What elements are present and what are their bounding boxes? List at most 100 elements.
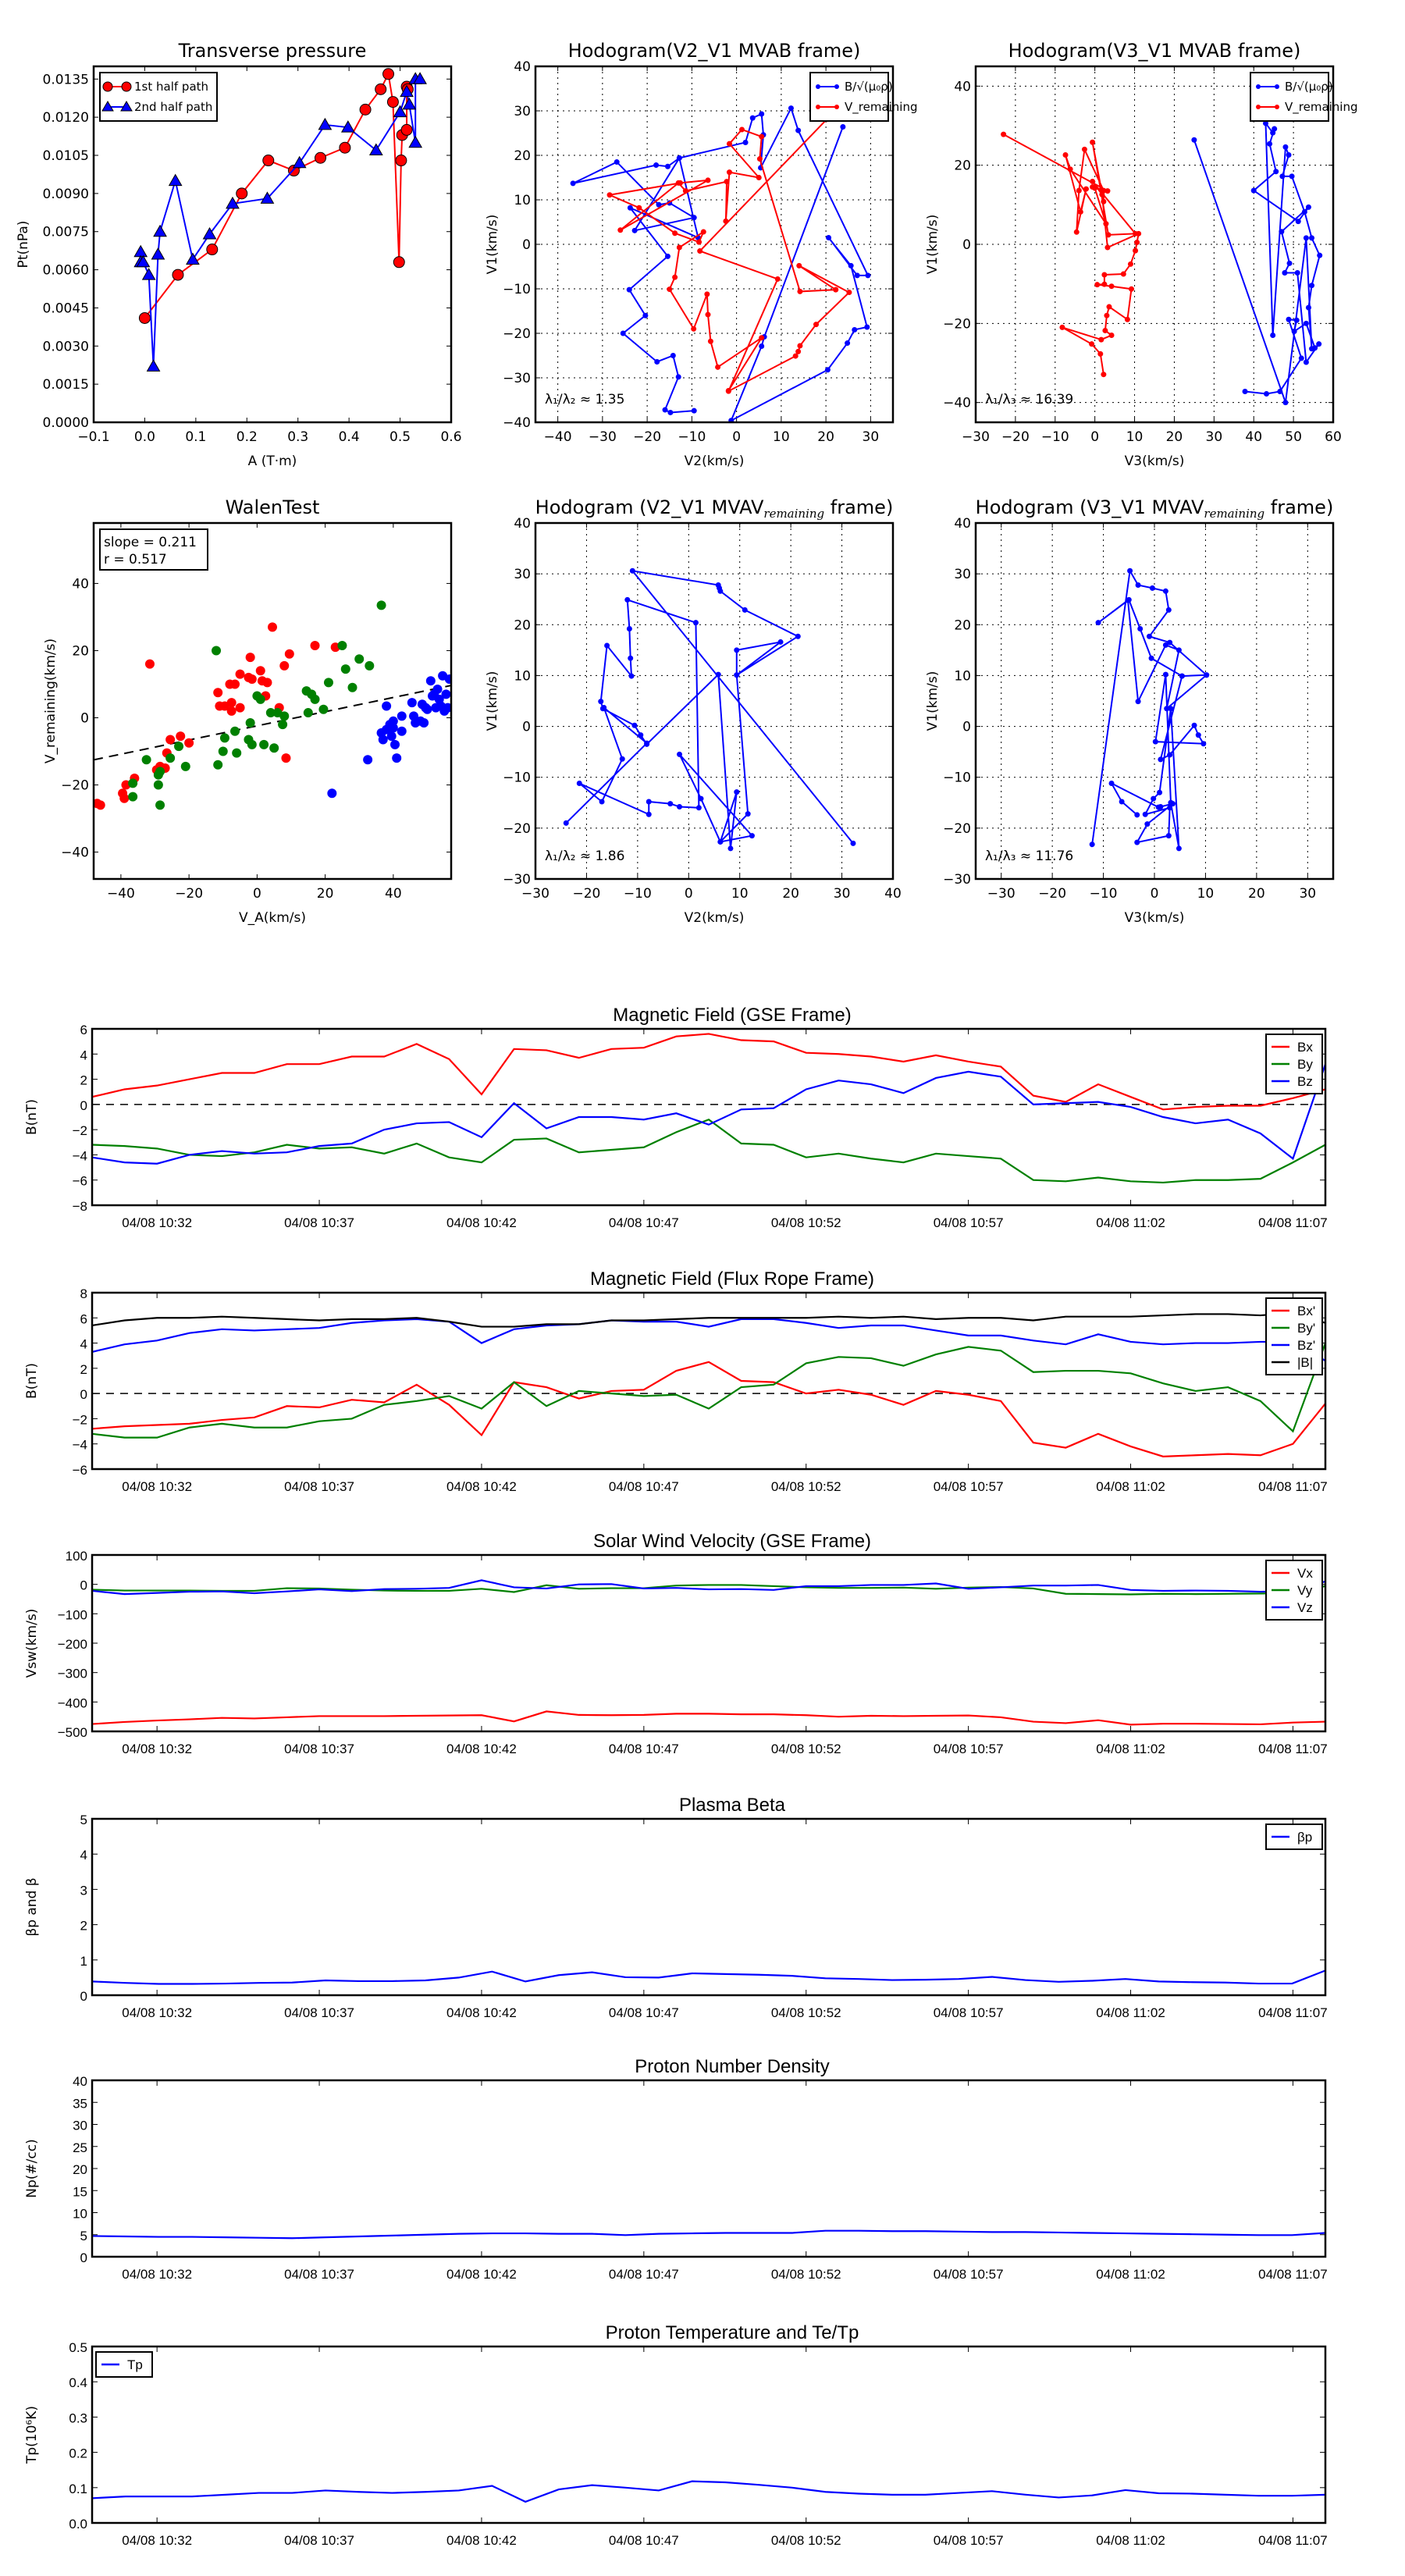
data-point — [707, 338, 713, 344]
data-point — [734, 647, 740, 653]
y-tick-label: 0 — [962, 720, 971, 735]
data-point — [259, 739, 269, 749]
x-tick-label: 04/08 10:32 — [122, 2005, 192, 2020]
data-point — [1165, 833, 1172, 839]
legend-label: Tp — [127, 2357, 143, 2372]
x-tick-label: −20 — [633, 429, 661, 445]
y-tick-label: 0.0060 — [43, 263, 89, 279]
x-tick-label: 04/08 10:37 — [284, 1479, 354, 1494]
data-point — [265, 708, 276, 718]
legend-marker — [1275, 84, 1279, 89]
y-tick-label: −20 — [61, 778, 89, 794]
legend-label: Bz — [1297, 1074, 1313, 1089]
legend-label: V_remaining — [845, 100, 918, 115]
data-point — [677, 751, 683, 757]
x-tick-label: 0.0 — [134, 429, 155, 445]
data-point — [174, 742, 184, 752]
data-point — [852, 326, 858, 333]
y-tick-label: 20 — [954, 617, 971, 633]
y-tick-label: 6 — [80, 1311, 87, 1326]
data-point — [1127, 261, 1133, 267]
data-point — [1282, 400, 1289, 406]
data-point — [422, 704, 432, 714]
chart-title: Proton Temperature and Te/Tp — [606, 2322, 859, 2343]
data-point — [262, 155, 275, 167]
data-point — [846, 290, 852, 296]
data-point — [1155, 804, 1161, 810]
data-point — [318, 704, 329, 714]
data-point — [1128, 286, 1134, 292]
x-tick-label: 04/08 11:07 — [1258, 2267, 1328, 2282]
data-point — [327, 788, 337, 799]
x-tick-label: 30 — [834, 886, 851, 902]
data-point — [1303, 235, 1309, 241]
legend-label: 2nd half path — [134, 100, 212, 114]
y-tick-label: 20 — [72, 643, 89, 659]
data-point — [206, 244, 219, 256]
y-tick-label: 40 — [954, 516, 971, 532]
x-tick-label: −30 — [589, 429, 617, 445]
data-point — [1162, 671, 1168, 678]
y-tick-label: 15 — [73, 2184, 87, 2199]
data-point — [865, 272, 871, 279]
y-tick-label: 30 — [73, 2119, 87, 2133]
data-point — [1264, 391, 1270, 397]
data-point — [1089, 341, 1095, 347]
chart-h21r: Hodogram (V2_V1 MVAVremaining frame)−30−… — [485, 496, 902, 926]
data-point — [1273, 169, 1279, 175]
data-point — [840, 124, 846, 130]
legend-label: βp — [1297, 1830, 1312, 1845]
y-tick-label: 0 — [80, 1578, 87, 1593]
series-line-vremaining — [606, 119, 851, 393]
x-tick-label: 04/08 10:57 — [934, 1742, 1004, 1756]
x-tick-label: −40 — [544, 429, 572, 445]
x-tick-label: 20 — [1166, 429, 1183, 445]
chart-vsw: Solar Wind Velocity (GSE Frame) 04/08 10:… — [24, 1531, 1328, 1756]
x-tick-label: 04/08 10:42 — [446, 2533, 517, 2548]
data-point — [1090, 184, 1096, 190]
data-point — [310, 641, 320, 651]
data-point — [1083, 186, 1089, 192]
data-point — [696, 239, 702, 245]
data-point — [1105, 232, 1112, 238]
data-point — [153, 780, 163, 790]
data-point — [570, 180, 576, 187]
data-point — [759, 133, 765, 140]
y-tick-label: −10 — [503, 282, 531, 297]
data-point — [717, 838, 724, 845]
data-point — [1167, 639, 1173, 646]
data-point — [1134, 239, 1140, 245]
data-point — [854, 272, 860, 279]
y-axis-label: V1(km/s) — [925, 671, 941, 731]
data-point — [281, 753, 291, 763]
x-tick-label: 04/08 11:07 — [1258, 1742, 1328, 1756]
data-point — [1067, 166, 1073, 173]
y-tick-label: 0 — [522, 720, 531, 735]
legend-box — [99, 72, 218, 122]
data-point — [627, 205, 633, 211]
data-point — [777, 639, 784, 645]
y-tick-label: 25 — [73, 2140, 87, 2155]
data-point — [226, 706, 237, 716]
data-point — [388, 716, 398, 726]
plot-area — [570, 105, 871, 422]
data-point — [1303, 320, 1309, 326]
data-point — [212, 646, 222, 656]
y-tick-label: 0 — [522, 237, 531, 253]
data-point — [1309, 283, 1315, 289]
series-line-b — [572, 105, 870, 422]
y-tick-label: −2 — [73, 1412, 87, 1427]
data-point — [833, 286, 839, 293]
y-tick-label: 0.0120 — [43, 110, 89, 126]
x-tick-label: 04/08 10:52 — [771, 2267, 841, 2282]
legend-marker — [120, 101, 133, 112]
data-point — [1170, 801, 1176, 807]
data-point — [1108, 781, 1115, 787]
y-tick-label: −20 — [503, 821, 531, 837]
data-point — [1286, 151, 1292, 158]
eigenvalue-ratio: λ₁/λ₃ ≈ 11.76 — [985, 849, 1073, 864]
data-point — [667, 801, 674, 807]
data-point — [141, 755, 151, 765]
data-point — [728, 418, 735, 422]
